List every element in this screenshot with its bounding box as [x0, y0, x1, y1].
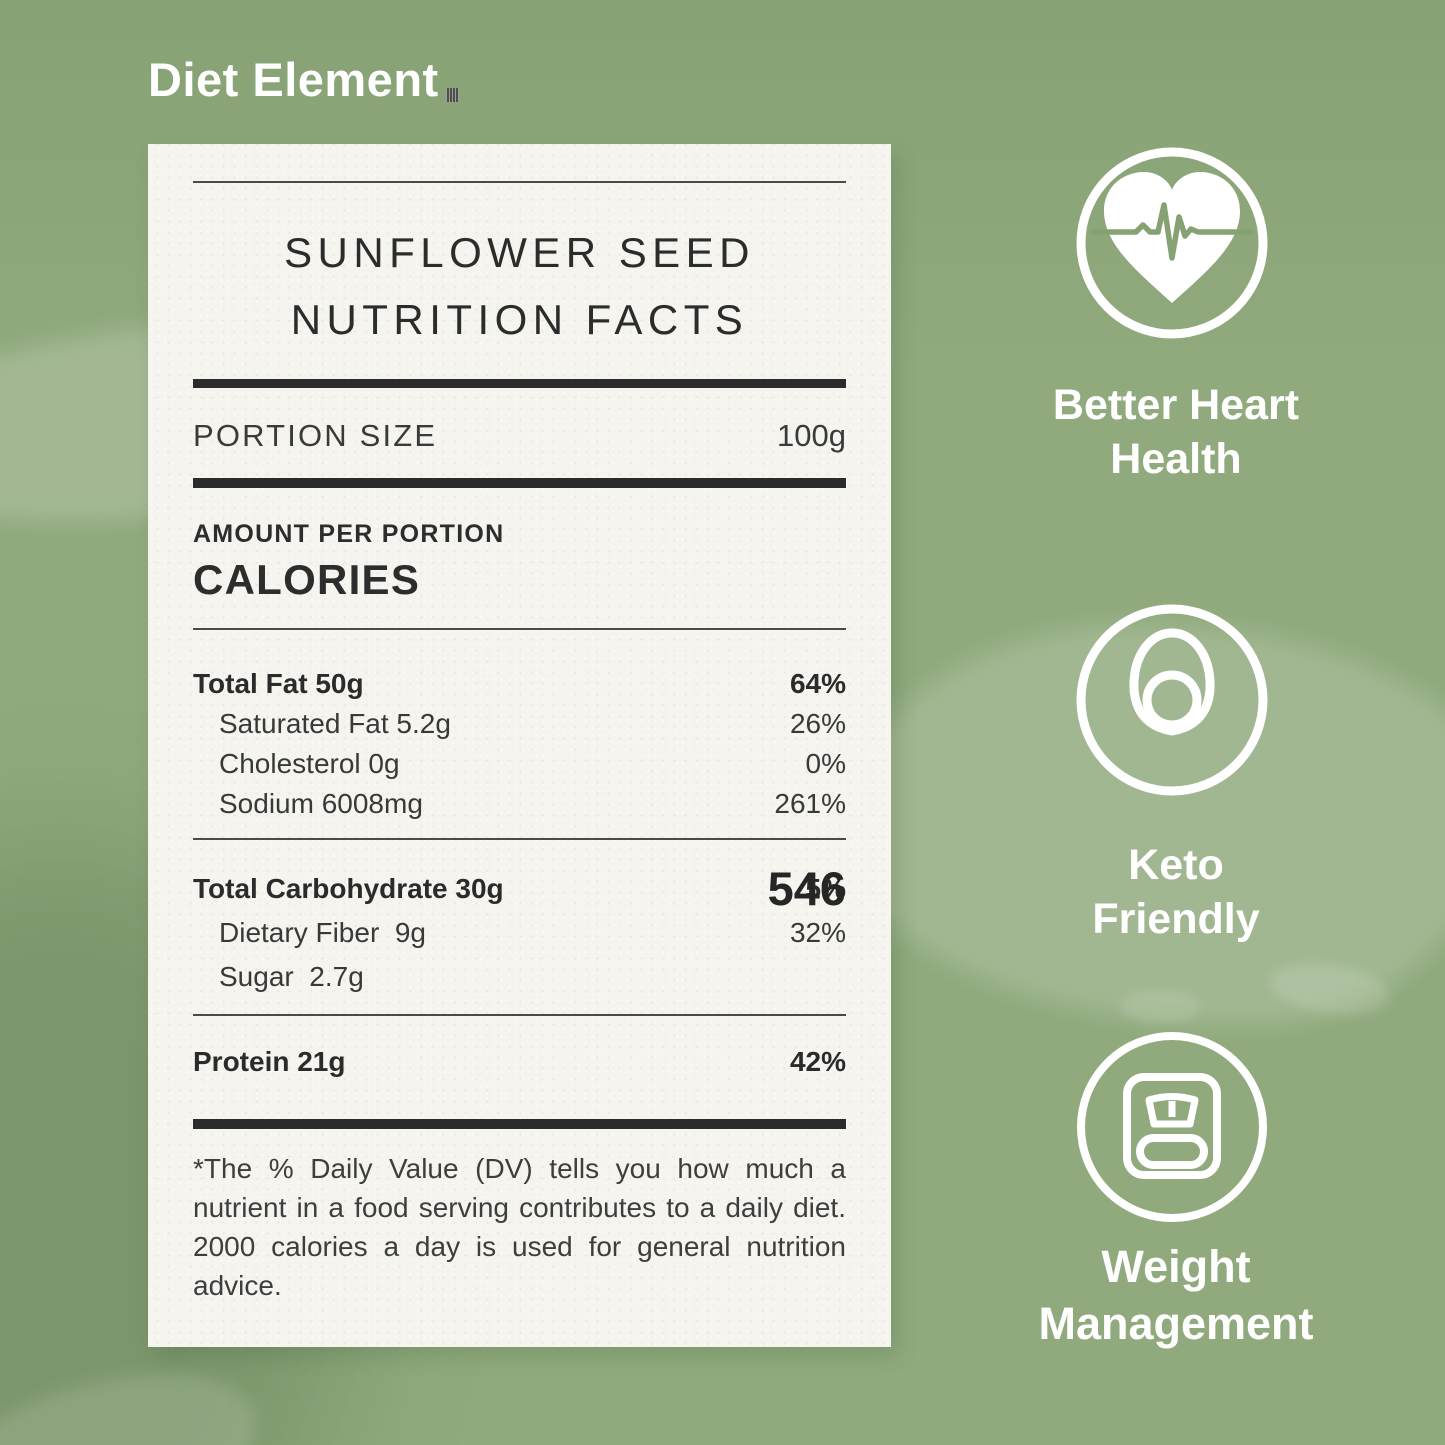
trademark-mark-icon: [445, 88, 459, 102]
amount-per-portion-label: AMOUNT PER PORTION: [193, 520, 505, 548]
benefit-label-line2: Management: [1038, 1298, 1314, 1349]
divider-thin: [193, 1014, 846, 1016]
card-title-line2: NUTRITION FACTS: [290, 296, 749, 343]
fat-section: Total Fat 50g 64% Saturated Fat 5.2g 26%…: [193, 630, 846, 824]
nutrient-label: Sodium 6008mg: [219, 788, 423, 819]
background-wash-corner: [0, 1342, 275, 1445]
benefit-label-line2: Friendly: [1092, 895, 1260, 943]
nutrient-value: 261%: [774, 788, 846, 819]
nutrient-row-cholesterol: Cholesterol 0g 0%: [193, 744, 846, 784]
divider-thick: [193, 478, 846, 488]
nutrition-facts-card: SUNFLOWER SEED NUTRITION FACTS PORTION S…: [148, 144, 891, 1347]
protein-section: Protein 21g 42%: [193, 1016, 846, 1082]
nutrient-value: 0%: [805, 748, 846, 779]
card-title: SUNFLOWER SEED NUTRITION FACTS: [193, 219, 846, 353]
weight-scale-icon: [1077, 1032, 1267, 1222]
background-wash-fleck: [1267, 956, 1393, 1022]
calories-label: CALORIES: [193, 556, 421, 603]
nutrient-value: 26%: [789, 708, 846, 739]
nutrient-row-protein: Protein 21g 42%: [193, 1042, 846, 1082]
nutrient-label: Total Fat 50g: [193, 668, 364, 699]
benefit-label: Better Heart Health: [976, 378, 1376, 486]
nutrient-value: 42%: [789, 1046, 846, 1077]
avocado-icon: [1076, 604, 1268, 796]
portion-size-label: PORTION SIZE: [193, 418, 438, 453]
divider-thick: [193, 1119, 846, 1129]
nutrient-row-carbohydrate: Total Carbohydrate 30g 5%: [193, 867, 846, 911]
nutrient-row-dietary-fiber: Dietary Fiber 9g 32%: [193, 911, 846, 955]
divider-thick: [193, 379, 846, 388]
portion-size-value: 100g: [777, 418, 846, 453]
nutrient-value: 5%: [805, 873, 846, 904]
nutrient-value: 64%: [789, 668, 846, 699]
nutrient-label: Cholesterol 0g: [219, 748, 400, 779]
benefit-label-line2: Health: [1110, 435, 1242, 483]
benefit-label-line1: Keto: [1128, 841, 1224, 889]
divider-thin: [193, 628, 846, 630]
nutrient-label: Dietary Fiber 9g: [219, 917, 426, 948]
nutrient-label: Protein 21g: [193, 1046, 346, 1077]
divider-thin: [193, 838, 846, 840]
heart-pulse-icon: [1076, 147, 1268, 339]
nutrient-label: Total Carbohydrate 30g: [193, 873, 504, 904]
nutrient-label: Sugar 2.7g: [219, 961, 364, 992]
benefit-label: Weight Management: [976, 1238, 1376, 1352]
portion-row: PORTION SIZE 100g: [193, 388, 846, 478]
brand-logo: Diet Element: [148, 52, 459, 107]
daily-value-footnote: *The % Daily Value (DV) tells you how mu…: [193, 1153, 846, 1301]
calories-block: AMOUNT PER PORTION CALORIES 546: [193, 488, 846, 915]
nutrient-row-saturated-fat: Saturated Fat 5.2g 26%: [193, 704, 846, 744]
brand-logo-text: Diet Element: [148, 53, 439, 106]
benefit-label-line1: Weight: [1101, 1241, 1251, 1292]
nutrient-row-sugar: Sugar 2.7g: [193, 955, 846, 999]
nutrient-row-total-fat: Total Fat 50g 64%: [193, 664, 846, 704]
card-title-line1: SUNFLOWER SEED: [284, 229, 755, 276]
nutrient-value: 32%: [789, 917, 846, 948]
benefit-label: Keto Friendly: [976, 838, 1376, 946]
benefit-label-line1: Better Heart: [1052, 381, 1300, 429]
nutrient-label: Saturated Fat 5.2g: [219, 708, 451, 739]
calories-value: 546: [767, 862, 846, 915]
nutrient-row-sodium: Sodium 6008mg 261%: [193, 784, 846, 824]
carbohydrate-section: Total Carbohydrate 30g 5% Dietary Fiber …: [193, 840, 846, 999]
background-wash-fleck: [1120, 990, 1200, 1024]
divider-thin: [193, 181, 846, 183]
